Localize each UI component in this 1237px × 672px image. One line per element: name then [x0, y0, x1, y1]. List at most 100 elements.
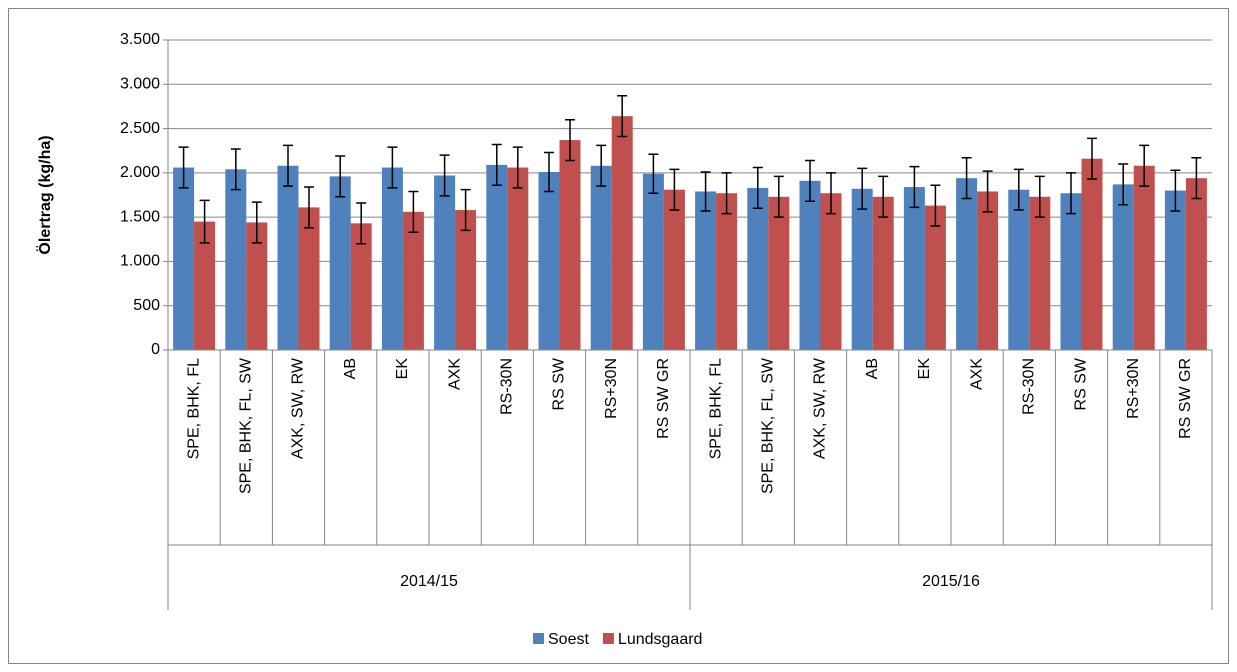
x-tick-label: RS SW — [551, 357, 568, 410]
bar — [350, 223, 372, 350]
legend-swatch — [533, 633, 544, 644]
error-bar — [283, 144, 293, 187]
bar — [872, 196, 894, 350]
bar — [173, 167, 195, 350]
legend-swatch — [602, 633, 614, 644]
error-bar — [565, 118, 575, 162]
bar — [1008, 189, 1030, 350]
error-bar — [387, 146, 398, 189]
bar — [194, 221, 216, 350]
x-tick-label: AB — [342, 358, 359, 379]
bar — [747, 187, 769, 350]
x-tick-label: RS-30N — [499, 358, 516, 415]
bar — [1133, 165, 1155, 350]
bar — [716, 193, 738, 350]
x-tick-label: RS SW — [1073, 357, 1090, 410]
bar — [225, 169, 247, 350]
x-tick-label: RS SW GR — [1177, 358, 1194, 439]
x-tick-label: AB — [864, 358, 881, 379]
group-label: 2014/15 — [400, 573, 458, 590]
bar — [590, 165, 612, 350]
error-bar — [878, 175, 889, 218]
legend-label: Soest — [548, 631, 589, 648]
x-tick-label: RS SW GR — [655, 358, 672, 439]
y-axis-title: Ölertrag (kg/ha) — [35, 135, 54, 254]
x-tick-label: SPE, BHK, FL, SW — [238, 357, 255, 494]
bar — [903, 187, 925, 350]
bar — [768, 196, 790, 350]
bar — [246, 222, 268, 350]
bar — [663, 189, 685, 350]
bar — [642, 173, 664, 350]
x-tick-label: RS-30N — [1021, 358, 1038, 415]
x-tick-label: AXK, SW, RW — [812, 357, 829, 459]
y-tick-label: 2.500 — [120, 120, 160, 137]
bar — [507, 167, 529, 350]
bar — [559, 140, 581, 350]
bar — [277, 165, 299, 350]
x-tick-label: AXK — [968, 358, 985, 390]
error-bar — [251, 201, 262, 244]
x-tick-label: RS+30N — [1125, 358, 1142, 419]
bar — [956, 178, 978, 350]
error-bar — [857, 167, 868, 210]
bar — [455, 210, 477, 350]
bar — [1112, 184, 1134, 350]
error-bar — [669, 168, 680, 211]
x-tick-label: SPE, BHK, FL, SW — [760, 357, 777, 494]
error-bar — [491, 143, 502, 187]
y-tick-label: 1.500 — [120, 208, 160, 225]
error-bar — [721, 172, 732, 215]
bar — [1081, 158, 1103, 350]
x-tick-label: SPE, BHK, FL — [707, 358, 724, 459]
error-bar — [304, 186, 314, 229]
bar — [402, 211, 424, 350]
error-bar — [648, 153, 659, 194]
error-bar — [1013, 168, 1024, 211]
x-tick-label: EK — [394, 358, 411, 380]
error-bar — [356, 202, 367, 245]
error-bar — [460, 188, 471, 232]
error-bar — [512, 146, 523, 189]
error-bar — [930, 184, 941, 227]
bar — [298, 207, 320, 350]
error-bar — [1170, 169, 1181, 212]
error-bar — [1139, 144, 1150, 187]
x-tick-label: RS+30N — [603, 358, 620, 419]
error-bar — [544, 151, 554, 193]
error-bar — [596, 144, 607, 187]
error-bar — [961, 157, 972, 200]
error-bar — [439, 154, 450, 197]
bar — [977, 191, 999, 350]
group-label: 2015/16 — [922, 573, 980, 590]
error-bar — [1034, 175, 1045, 218]
bar — [1029, 196, 1051, 350]
bar — [486, 164, 508, 350]
error-bar — [199, 199, 210, 244]
bar — [381, 167, 403, 350]
error-bar — [1066, 172, 1076, 215]
bar — [924, 205, 946, 350]
error-bar — [1087, 137, 1097, 180]
y-tick-label: 2.000 — [120, 164, 160, 181]
error-bar — [700, 171, 711, 212]
error-bar — [1118, 163, 1129, 206]
bar — [1060, 193, 1082, 350]
bar — [611, 116, 633, 351]
bar — [329, 176, 351, 350]
error-bar — [408, 190, 419, 233]
bar — [434, 175, 456, 350]
error-bar — [773, 175, 784, 218]
error-bar — [178, 146, 189, 189]
bar — [799, 180, 821, 350]
y-tick-label: 3.500 — [120, 31, 160, 48]
error-bar — [826, 172, 836, 215]
bar — [1164, 190, 1186, 350]
error-bar — [752, 166, 763, 210]
error-bar — [230, 148, 241, 191]
x-tick-label: SPE, BHK, FL — [185, 358, 202, 459]
error-bar — [335, 155, 346, 198]
error-bar — [909, 165, 920, 209]
y-tick-label: 0 — [151, 341, 160, 358]
